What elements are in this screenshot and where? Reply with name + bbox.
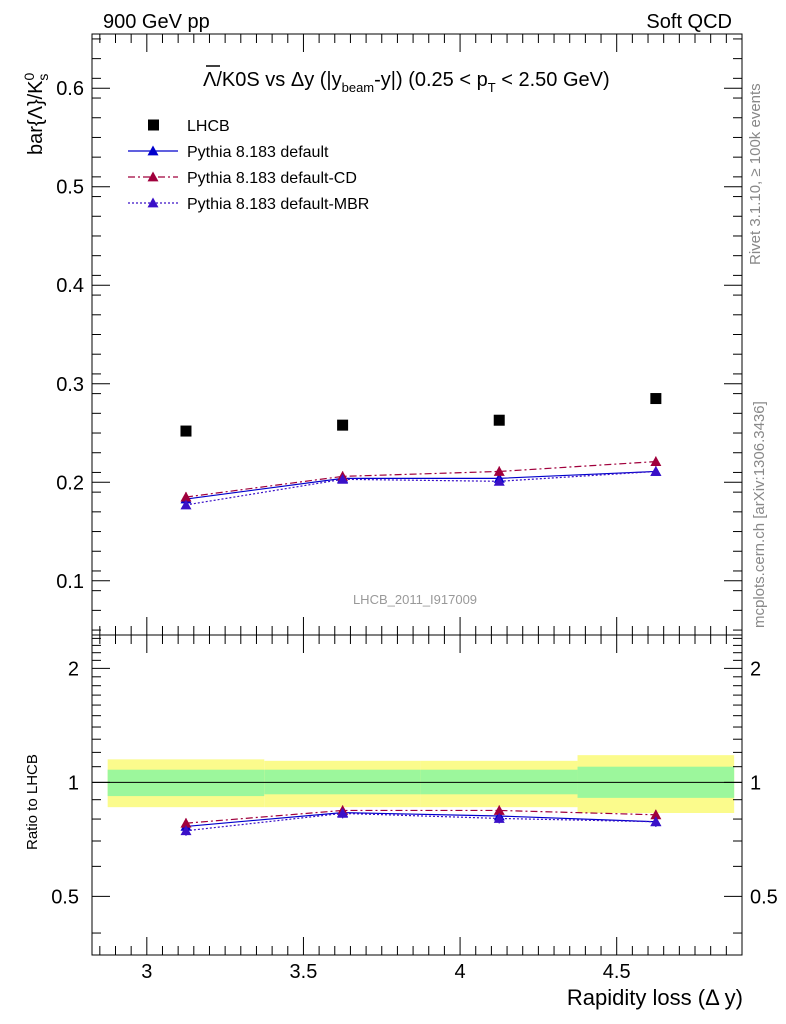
legend-label-cd: Pythia 8.183 default-CD: [187, 170, 357, 187]
ratio-y-tick-label-right: 2: [750, 658, 761, 680]
x-tick-label: 3.5: [290, 961, 318, 983]
main-marks: [180, 393, 662, 510]
legend-label-mbr: Pythia 8.183 default-MBR: [187, 196, 369, 213]
ratio-y-tick-label: 0.5: [51, 886, 79, 908]
main-y-ticks: 0.1 0.2 0.3 0.4 0.5 0.6: [56, 34, 743, 635]
title-lambda: Λ: [203, 69, 217, 91]
lhcb-data-point: [337, 419, 349, 431]
legend-marker-cd: [147, 171, 159, 182]
ratio-marks: [180, 804, 662, 836]
lhcb-data-point: [650, 393, 662, 405]
legend-marker-mbr: [147, 197, 159, 208]
lhcb-data-point: [493, 414, 505, 426]
main-y-tick-label: 0.6: [56, 78, 84, 100]
legend: LHCB Pythia 8.183 default Pythia 8.183 def…: [128, 118, 369, 213]
ratio-y-tick-label: 2: [68, 658, 79, 680]
main-y-tick-label: 0.5: [56, 177, 84, 199]
ratio-line-default: [185, 812, 656, 828]
ratio-point-mbr: [650, 816, 662, 827]
main-point-cd: [650, 456, 662, 466]
legend-marker-lhcb: [148, 119, 159, 131]
x-tick-label: 4: [455, 961, 466, 983]
legend-label-default: Pythia 8.183 default: [187, 144, 329, 161]
ratio-y-tick-label: 1: [68, 772, 79, 794]
ratio-point-cd: [650, 809, 662, 820]
ratio-line-mbr: [185, 812, 656, 832]
main-point-mbr: [337, 473, 349, 484]
ratio-point-mbr: [180, 825, 192, 836]
ratio-point-mbr: [337, 807, 349, 818]
main-y-tick-label: 0.1: [56, 571, 84, 593]
ratio-panel: 0.5 0.5 1 1 2 2 3 3.5 4 4.5 Ratio to LHCB Rapidi…: [24, 634, 778, 1010]
ratio-point-cd: [493, 804, 505, 815]
ratio-y-ticks: 0.5 0.5 1 1 2 2: [51, 637, 778, 934]
header-left: 900 GeV pp: [103, 11, 210, 33]
x-tick-label: 4.5: [603, 961, 631, 983]
ratio-uncertainty-bands: [92, 755, 742, 814]
ratio-band-inner: [107, 769, 265, 797]
main-y-tick-label: 0.2: [56, 472, 84, 494]
main-point-mbr: [650, 465, 662, 476]
main-y-tick-label: 0.4: [56, 275, 84, 297]
lhcb-data-point: [180, 425, 192, 437]
title-part-1: /K0S vs Δy (|y: [216, 69, 341, 91]
main-y-label: bar{Λ}/K0s: [21, 72, 51, 155]
main-point-cd: [493, 465, 505, 476]
x-tick-label: 3: [141, 961, 152, 983]
ratio-y-tick-label-right: 0.5: [750, 886, 778, 908]
main-line-mbr: [185, 470, 656, 506]
main-point-cd: [180, 491, 192, 502]
title-t-sub: T: [488, 80, 496, 95]
x-axis-label: Rapidity loss (Δ y): [567, 985, 743, 1010]
header-right: Soft QCD: [646, 11, 732, 33]
title-part-2: -y|) (0.25 < p: [374, 69, 488, 91]
mcplots-reference-label: mcplots.cern.ch [arXiv:1306.3436]: [751, 401, 768, 628]
title-beam-sub: beam: [342, 80, 375, 95]
rivet-version-label: Rivet 3.1.10, ≥ 100k events: [747, 83, 764, 265]
ratio-point-cd: [180, 817, 192, 828]
ratio-point-mbr: [493, 812, 505, 823]
legend-label-data: LHCB: [187, 118, 230, 135]
main-line-default: [185, 470, 656, 500]
x-ticks: 3 3.5 4 4.5: [99, 635, 743, 983]
title-part-3: < 2.50 GeV): [496, 69, 610, 91]
main-line-cd: [185, 460, 656, 498]
ratio-y-tick-label-right: 1: [750, 772, 761, 794]
main-panel: 0.1 0.2 0.3 0.4 0.5 0.6 Λ/K0S vs Δy (|ybeam-y…: [21, 33, 743, 636]
main-point-mbr: [180, 499, 192, 510]
ratio-frame: [91, 634, 743, 956]
legend-marker-default: [147, 145, 159, 156]
main-point-mbr: [493, 475, 505, 486]
ratio-y-label: Ratio to LHCB: [24, 754, 41, 850]
ratio-line-cd: [185, 809, 656, 824]
analysis-watermark: LHCB_2011_I917009: [353, 592, 477, 607]
chart-title: Λ/K0S vs Δy (|ybeam-y|) (0.25 < pT < 2.5…: [203, 69, 610, 95]
main-y-tick-label: 0.3: [56, 374, 84, 396]
